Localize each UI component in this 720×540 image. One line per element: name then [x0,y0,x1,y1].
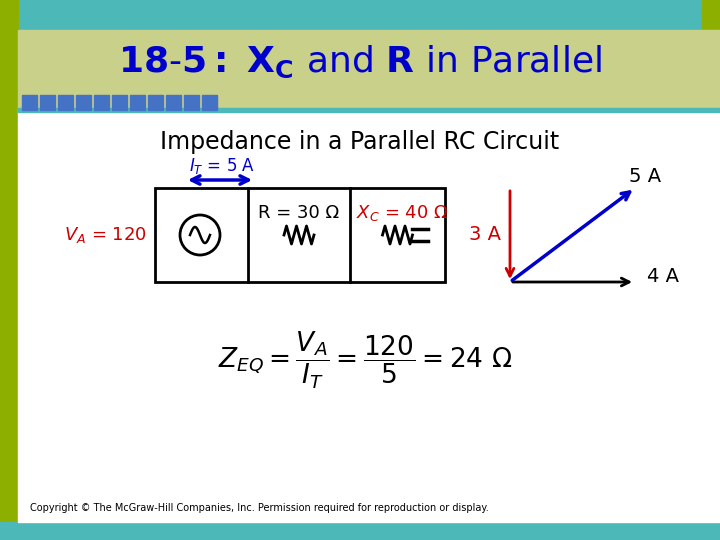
Bar [202,95,217,110]
Text: 5 A: 5 A [629,166,661,186]
Bar [184,95,199,110]
Bar [130,95,145,110]
Text: $Z_{EQ} = \dfrac{V_A}{I_T} = \dfrac{120}{5} = 24\ \Omega$: $Z_{EQ} = \dfrac{V_A}{I_T} = \dfrac{120}… [218,329,512,390]
Text: $X_C$ = 40 Ω: $X_C$ = 40 Ω [356,203,449,223]
Bar [94,95,109,110]
Text: 4 A: 4 A [647,267,679,287]
Bar [166,95,181,110]
Bar [18,110,720,522]
Bar [18,30,720,110]
Bar [0,522,720,540]
Text: Impedance in a Parallel RC Circuit: Impedance in a Parallel RC Circuit [161,130,559,154]
Text: $\mathbf{18\text{-}5:\ X_C\ \mathrm{and}\ R\ \mathrm{in\ Parallel}}$: $\mathbf{18\text{-}5:\ X_C\ \mathrm{and}… [118,44,602,80]
Text: $I_T$ = 5 A: $I_T$ = 5 A [189,156,255,176]
Bar [0,0,720,30]
Bar [22,95,37,110]
Bar [148,95,163,110]
Text: Copyright © The McGraw-Hill Companies, Inc. Permission required for reproduction: Copyright © The McGraw-Hill Companies, I… [30,503,489,513]
Bar [76,95,91,110]
Bar [702,0,720,540]
Text: $V_A$ = 120: $V_A$ = 120 [63,225,146,245]
Text: 3 A: 3 A [469,226,501,245]
Bar [40,95,55,110]
Bar [58,95,73,110]
Text: R = 30 Ω: R = 30 Ω [258,204,340,222]
Bar [155,188,445,282]
Bar [0,0,18,540]
Bar [18,108,720,112]
Bar [112,95,127,110]
